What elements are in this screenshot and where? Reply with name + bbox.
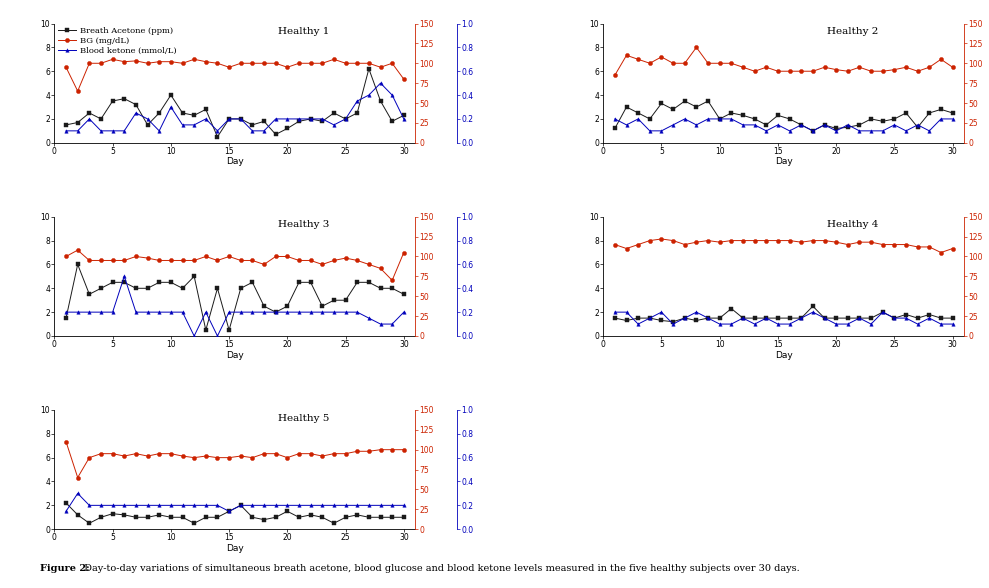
Text: Healthy 1: Healthy 1 <box>278 27 329 36</box>
Text: Figure 2:: Figure 2: <box>40 564 89 573</box>
Text: Day-to-day variations of simultaneous breath acetone, blood glucose and blood ke: Day-to-day variations of simultaneous br… <box>81 564 800 573</box>
Text: Healthy 2: Healthy 2 <box>827 27 878 36</box>
X-axis label: Day: Day <box>226 158 244 166</box>
Text: Healthy 5: Healthy 5 <box>278 413 329 423</box>
Legend: Breath Acetone (ppm), BG (mg/dL), Blood ketone (mmol/L): Breath Acetone (ppm), BG (mg/dL), Blood … <box>57 26 178 56</box>
X-axis label: Day: Day <box>226 350 244 359</box>
X-axis label: Day: Day <box>226 544 244 553</box>
Text: Healthy 3: Healthy 3 <box>278 220 329 229</box>
X-axis label: Day: Day <box>774 350 792 359</box>
Text: Healthy 4: Healthy 4 <box>827 220 878 229</box>
X-axis label: Day: Day <box>774 158 792 166</box>
